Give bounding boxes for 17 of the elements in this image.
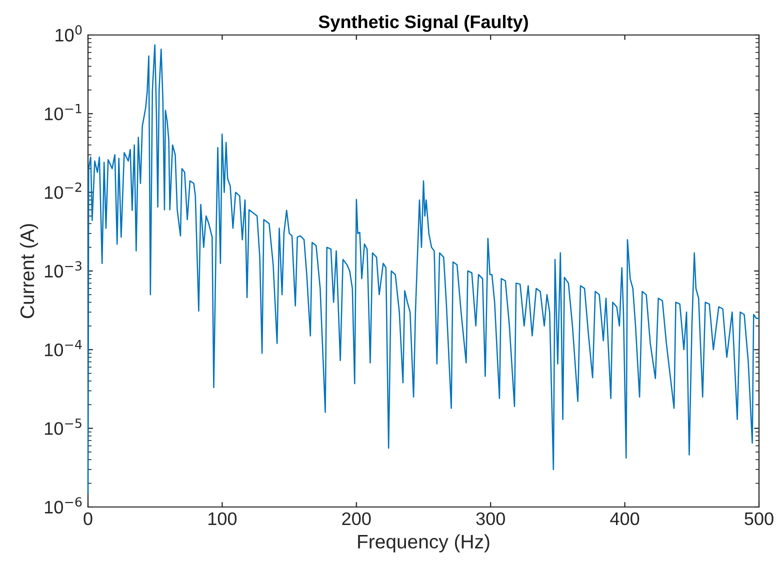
- x-tick-label: 100: [208, 512, 237, 526]
- x-tick-label: 500: [744, 512, 774, 526]
- x-tick-label: 300: [476, 512, 505, 526]
- y-tick-label: 10$^{−3}$: [44, 261, 82, 278]
- y-tick-label: 10$^{−6}$: [44, 497, 82, 514]
- line-series: [87, 44, 760, 494]
- x-tick-label: 0: [84, 512, 92, 526]
- y-tick-label: 10$^{−5}$: [44, 418, 82, 435]
- y-tick-label: 10$^{−4}$: [44, 340, 82, 356]
- y-axis-title: Current (A): [20, 224, 38, 318]
- y-tick-label: 10$^{−1}$: [44, 104, 82, 120]
- x-axis-title: Frequency (Hz): [358, 534, 490, 552]
- x-tick-label: 400: [610, 512, 640, 526]
- chart-title: Synthetic Signal (Faulty): [318, 14, 528, 32]
- x-tick-label: 200: [342, 512, 371, 526]
- y-tick-label: 10$^{0}$: [56, 25, 82, 42]
- y-tick-label: 10$^{−2}$: [44, 182, 82, 199]
